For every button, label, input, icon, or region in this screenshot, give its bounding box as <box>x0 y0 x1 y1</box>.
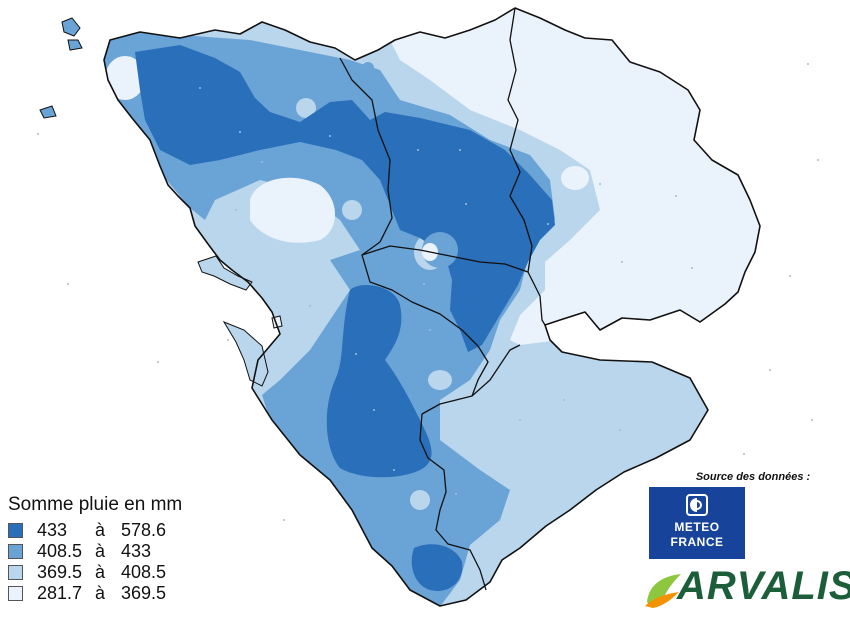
legend-min: 408.5 <box>37 541 83 561</box>
legend-max: 578.6 <box>121 520 167 540</box>
legend-title: Somme pluie en mm <box>8 494 183 515</box>
legend-min: 433 <box>37 520 68 540</box>
legend-sep: à <box>95 520 106 540</box>
legend-range: 281.7 à 369.5 <box>37 583 166 604</box>
source-label: Source des données : <box>695 471 811 483</box>
legend-swatch <box>8 544 23 559</box>
legend-max: 408.5 <box>121 562 167 582</box>
legend-sep: à <box>95 562 106 582</box>
legend-max: 369.5 <box>121 583 167 603</box>
legend-swatch <box>8 565 23 580</box>
legend-sep: à <box>95 541 106 561</box>
meteo-france-icon <box>686 494 708 516</box>
legend-range: 408.5 à 433 <box>37 541 151 562</box>
arvalis-logo: ARVALIS <box>643 562 850 612</box>
legend-sep: à <box>95 583 106 603</box>
legend-swatch <box>8 586 23 601</box>
meteo-france-line1: METEO <box>674 520 720 534</box>
legend-max: 433 <box>121 541 152 561</box>
legend-swatch <box>8 523 23 538</box>
legend-class-2: 408.5 à 433 <box>8 541 268 562</box>
arvalis-wordmark: ARVALIS <box>677 564 850 608</box>
meteo-france-logo: METEO FRANCE <box>649 487 745 559</box>
legend-min: 369.5 <box>37 562 83 582</box>
meteo-france-line2: FRANCE <box>670 535 724 549</box>
legend: Somme pluie en mm 433 à 578.6 408.5 à 43… <box>8 494 268 604</box>
legend-range: 369.5 à 408.5 <box>37 562 166 583</box>
arvalis-leaf-icon <box>645 574 681 608</box>
legend-class-3: 369.5 à 408.5 <box>8 562 268 583</box>
legend-class-4: 281.7 à 369.5 <box>8 583 268 604</box>
legend-range: 433 à 578.6 <box>37 520 166 541</box>
legend-min: 281.7 <box>37 583 83 603</box>
legend-class-1: 433 à 578.6 <box>8 520 268 541</box>
